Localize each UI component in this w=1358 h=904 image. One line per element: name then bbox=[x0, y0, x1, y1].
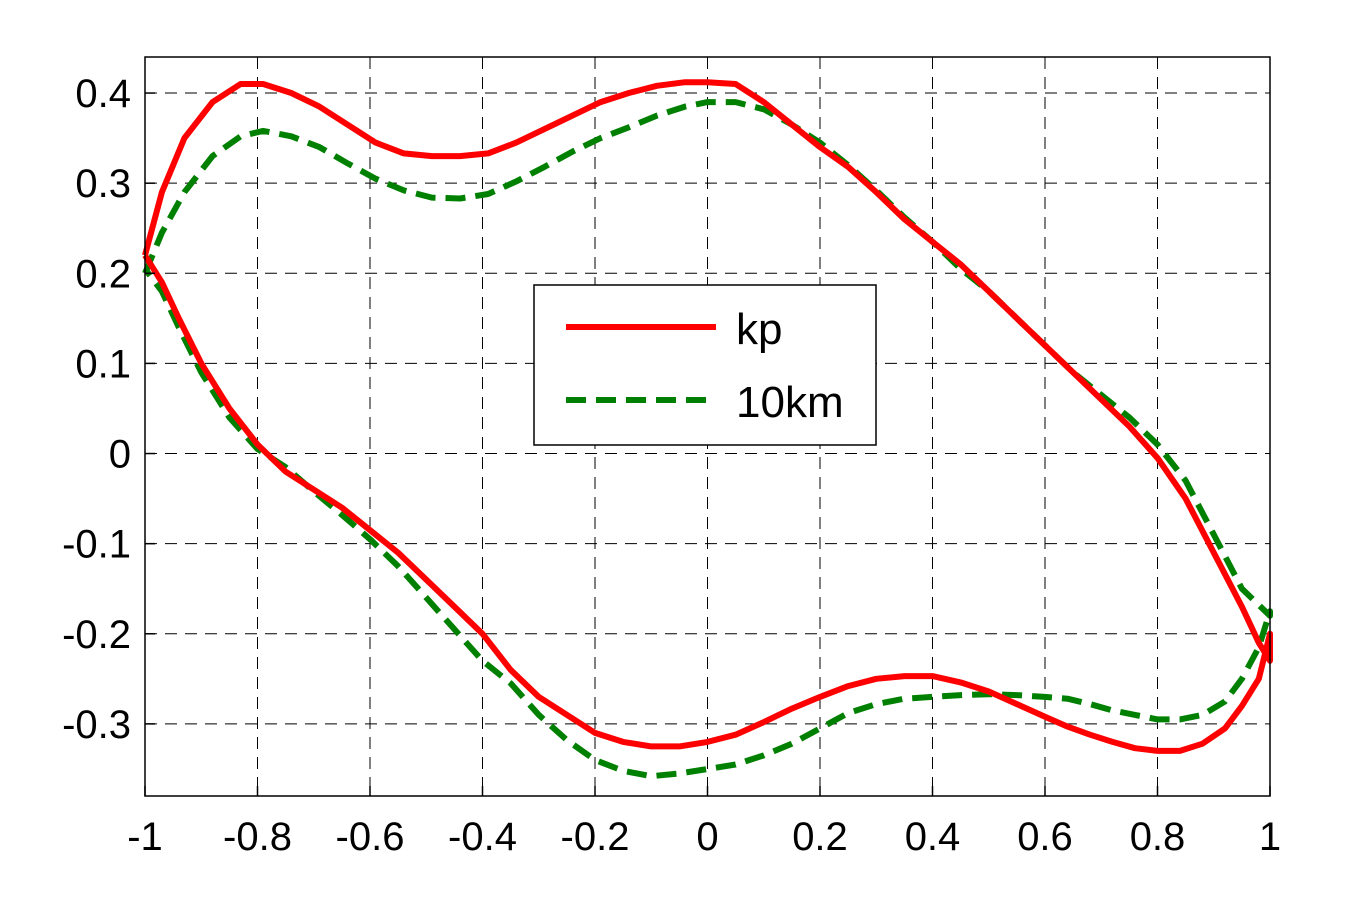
x-tick-label: -0.8 bbox=[223, 815, 292, 859]
x-tick-label: -1 bbox=[127, 815, 163, 859]
y-tick-label: -0.2 bbox=[62, 613, 131, 657]
x-tick-label: -0.2 bbox=[561, 815, 630, 859]
x-tick-label: 0 bbox=[696, 815, 718, 859]
series-line-10km bbox=[142, 99, 1273, 780]
x-tick-label: 0.8 bbox=[1130, 815, 1186, 859]
y-tick-label: 0.3 bbox=[75, 162, 131, 206]
legend-box bbox=[533, 284, 877, 446]
x-axis-ticks: -1 -0.8 -0.6 -0.4 -0.2 0 0.2 0.4 0.6 0.8 1 bbox=[127, 786, 1281, 859]
x-tick-label: -0.6 bbox=[336, 815, 405, 859]
y-tick-label: -0.1 bbox=[62, 523, 131, 567]
x-tick-label: 0.2 bbox=[792, 815, 848, 859]
series-layer bbox=[142, 79, 1273, 780]
y-tick-label: 0 bbox=[109, 433, 131, 477]
legend: kp 10km bbox=[533, 284, 877, 446]
legend-label-10km: 10km bbox=[736, 378, 844, 427]
x-tick-label: 1 bbox=[1259, 815, 1281, 859]
x-tick-label: 0.4 bbox=[905, 815, 961, 859]
x-tick-label: -0.4 bbox=[448, 815, 517, 859]
x-tick-label: 0.6 bbox=[1017, 815, 1073, 859]
legend-label-kp: kp bbox=[736, 305, 782, 354]
y-tick-label: 0.1 bbox=[75, 342, 131, 386]
y-tick-label: 0.2 bbox=[75, 252, 131, 296]
y-axis-ticks: -0.3 -0.2 -0.1 0 0.1 0.2 0.3 0.4 bbox=[62, 72, 155, 747]
series-line-kp bbox=[142, 79, 1273, 754]
y-tick-label: 0.4 bbox=[75, 72, 131, 116]
y-tick-label: -0.3 bbox=[62, 703, 131, 747]
